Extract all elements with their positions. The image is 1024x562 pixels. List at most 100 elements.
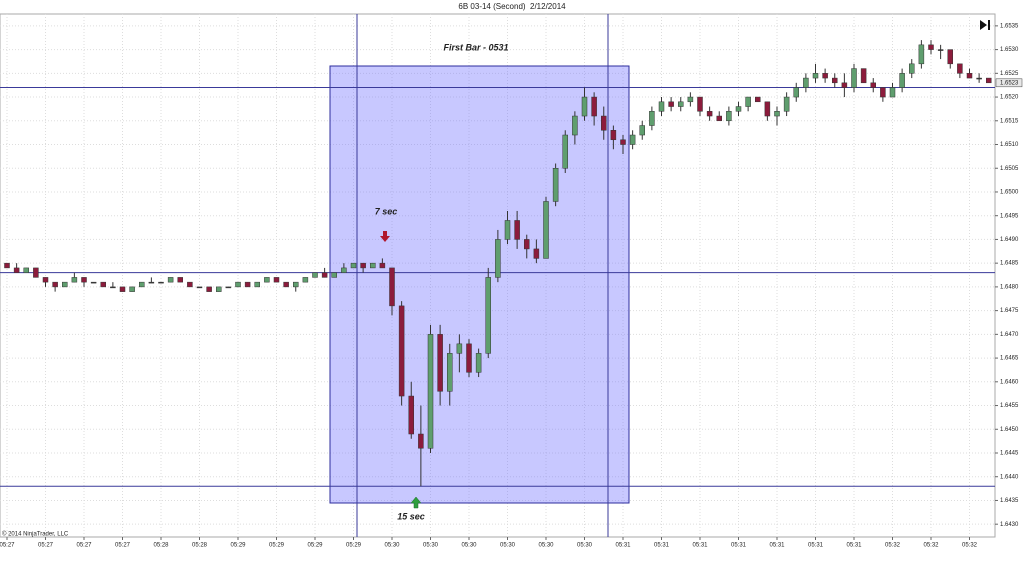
candle-body — [244, 281, 251, 288]
x-tick-label: 05:27 — [38, 543, 54, 549]
y-tick-label: 1.6525 — [1000, 71, 1019, 77]
highlight-box — [329, 65, 630, 504]
candle-body — [42, 277, 49, 283]
candle-body — [745, 96, 751, 107]
chart-title: 6B 03-14 (Second) 2/12/2014 — [458, 2, 566, 11]
candle-body — [235, 281, 241, 288]
candle-body — [408, 395, 414, 435]
copyright: © 2014 NinjaTrader, LLC — [2, 531, 69, 538]
x-tick-label: 05:27 — [0, 543, 15, 549]
x-tick-label: 05:32 — [885, 543, 901, 549]
candle-body — [418, 433, 424, 449]
y-tick-label: 1.6430 — [1000, 522, 1019, 528]
candle-body — [81, 277, 87, 283]
candle-body — [360, 262, 366, 269]
x-tick-label: 05:30 — [461, 543, 477, 549]
candle-body — [437, 334, 443, 392]
candle-body — [379, 262, 386, 269]
candle-body — [658, 101, 665, 112]
candle-body — [206, 286, 212, 292]
candle-body — [110, 286, 116, 289]
candle-body — [514, 220, 520, 240]
candle-body — [851, 68, 857, 88]
x-tick-label: 05:31 — [846, 543, 862, 549]
y-tick-label: 1.6445 — [1000, 451, 1019, 457]
x-tick-label: 05:29 — [346, 543, 362, 549]
axes: 1.6430 1.6435 1.6440 1.6445 1.6450 1.6455 1.64… — [0, 23, 1023, 549]
candle-body — [620, 139, 626, 145]
y-tick-label: 1.6435 — [1000, 498, 1019, 504]
x-tick-label: 05:31 — [692, 543, 708, 549]
candle-body — [216, 286, 222, 292]
x-tick-label: 05:28 — [153, 543, 169, 549]
x-tick-label: 05:30 — [423, 543, 439, 549]
y-tick-label: 1.6530 — [1000, 47, 1019, 53]
scroll-end-button[interactable] — [980, 20, 990, 30]
candle-body — [485, 277, 491, 354]
candle-body — [350, 262, 357, 269]
y-tick-label: 1.6440 — [1000, 474, 1019, 480]
candle-body — [543, 201, 549, 259]
candle-body — [783, 96, 790, 112]
candle-body — [706, 111, 713, 117]
candle-body — [610, 130, 617, 141]
y-tick-label: 1.6515 — [1000, 118, 1019, 124]
y-tick-label: 1.6480 — [1000, 284, 1019, 290]
y-tick-label: 1.6470 — [1000, 332, 1019, 338]
candle-body — [524, 239, 530, 250]
y-tick-label: 1.6450 — [1000, 427, 1019, 433]
y-tick-label: 1.6510 — [1000, 142, 1019, 148]
annotation: 15 sec — [397, 511, 425, 521]
candle-body — [167, 277, 174, 283]
candle-body — [629, 134, 636, 145]
candle-body — [13, 267, 20, 273]
candle-body — [860, 68, 867, 84]
candle-body — [52, 281, 58, 288]
last-price-box — [995, 78, 1023, 88]
candle-body — [928, 44, 934, 50]
candle-body — [812, 73, 819, 79]
candle-body — [937, 49, 944, 51]
candle-body — [370, 262, 376, 269]
candle-body — [726, 111, 732, 122]
candle-body — [331, 272, 337, 278]
candle-body — [302, 277, 309, 283]
x-tick-label: 05:32 — [962, 543, 978, 549]
candle-body — [552, 167, 559, 202]
candles — [4, 40, 992, 487]
candle-body — [129, 286, 135, 292]
x-tick-label: 05:29 — [230, 543, 246, 549]
candle-body — [100, 281, 106, 288]
candle-body — [119, 286, 126, 292]
candle-body — [716, 115, 722, 122]
y-tick-label: 1.6505 — [1000, 166, 1019, 172]
x-tick-label: 05:29 — [269, 543, 285, 549]
y-tick-label: 1.6460 — [1000, 379, 1019, 385]
y-tick-label: 1.6475 — [1000, 308, 1019, 314]
candle-body — [254, 281, 260, 288]
candle-body — [177, 277, 183, 283]
x-tick-label: 05:27 — [76, 543, 92, 549]
candle-body — [562, 134, 568, 169]
candle-body — [447, 353, 453, 392]
candle-body — [187, 281, 193, 288]
down-arrow — [380, 231, 390, 242]
candle-body — [678, 101, 684, 107]
x-tick-label: 05:28 — [192, 543, 208, 549]
candle-body — [90, 281, 97, 284]
candle-body — [196, 286, 203, 289]
candle-body — [668, 101, 674, 107]
candle-body — [312, 272, 318, 278]
candle-body — [581, 96, 588, 117]
x-tick-label: 05:30 — [384, 543, 400, 549]
candle-body — [23, 267, 29, 273]
candle-body — [273, 277, 280, 283]
candle-body — [591, 96, 597, 117]
candle-body — [264, 277, 270, 283]
candle-body — [639, 125, 645, 136]
candle-body — [986, 77, 992, 84]
annotation: 7 sec — [375, 206, 398, 216]
candle-body — [687, 96, 694, 103]
candle-body — [225, 286, 232, 289]
candle-body — [572, 115, 578, 136]
